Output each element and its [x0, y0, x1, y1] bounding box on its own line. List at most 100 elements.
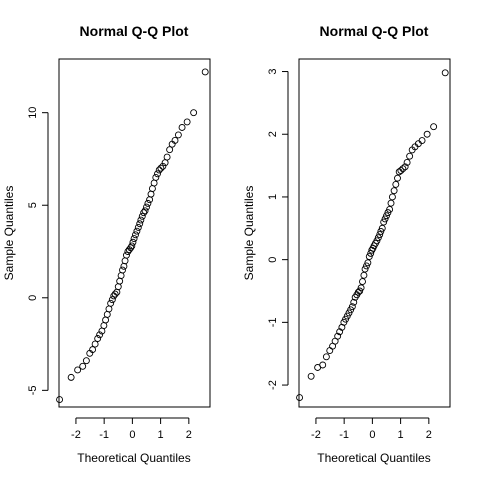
y-axis: -2 -1 0 1 2 3 [267, 68, 289, 390]
data-point [401, 163, 409, 171]
data-point [378, 224, 386, 232]
data-point [123, 251, 130, 259]
data-point [334, 332, 342, 340]
data-point [102, 316, 110, 324]
data-point [383, 212, 390, 220]
data-point [201, 68, 209, 76]
data-point [376, 231, 384, 239]
data-point [430, 123, 438, 131]
data-point [399, 165, 407, 173]
data-point [386, 206, 394, 213]
qq-plot-panel-left: Normal Q-Q Plot -2 -1 0 1 2 -5 0 5 10 Theoretic… [2, 23, 211, 465]
data-point [100, 322, 108, 330]
plot-frame [298, 58, 451, 408]
data-point [119, 266, 126, 274]
data-point [108, 296, 116, 304]
chart-title: Normal Q-Q Plot [80, 23, 189, 39]
y-tick-label: 0 [27, 295, 39, 301]
data-point [113, 288, 121, 296]
data-point [178, 124, 186, 131]
data-point [107, 299, 115, 307]
x-tick-label: 0 [129, 429, 135, 441]
data-point [336, 328, 344, 336]
data-point [159, 162, 167, 170]
y-tick-label: -1 [267, 317, 279, 327]
data-point [319, 361, 327, 369]
x-tick-label: 1 [158, 429, 164, 441]
data-point [148, 185, 156, 193]
data-point [157, 164, 165, 172]
data-point [136, 220, 144, 228]
data-point [82, 357, 90, 365]
data-point [360, 271, 368, 279]
data-point [171, 136, 179, 144]
data-point [140, 209, 148, 217]
data-point [120, 262, 128, 270]
data-point [394, 174, 401, 182]
data-point [307, 372, 315, 380]
data-point [296, 394, 304, 402]
data-point [130, 235, 138, 243]
y-tick-label: 5 [27, 202, 39, 208]
x-tick-label: -2 [311, 429, 321, 441]
data-point [155, 166, 163, 174]
data-point [152, 174, 160, 181]
x-axis: -2 -1 0 1 2 [311, 417, 432, 441]
data-point [373, 237, 381, 245]
data-point [183, 118, 191, 126]
data-point [147, 190, 155, 198]
y-tick-label: 0 [267, 257, 279, 263]
y-tick-label: 1 [267, 194, 279, 200]
data-point [143, 203, 150, 211]
x-tick-label: 0 [369, 429, 375, 441]
x-tick-label: -1 [339, 429, 349, 441]
data-point [134, 223, 142, 231]
data-point [96, 331, 104, 339]
data-point [121, 257, 129, 265]
plot-frame [58, 58, 211, 408]
data-point [348, 303, 356, 311]
data-point [74, 366, 82, 374]
qq-plot-panel-right: Normal Q-Q Plot -2 -1 0 1 2 -2 -1 0 1 2 3 Theoret… [242, 23, 451, 465]
data-point [111, 290, 119, 298]
data-point [150, 179, 158, 187]
x-tick-label: 2 [426, 429, 432, 441]
data-point [128, 242, 136, 250]
y-axis: -5 0 5 10 [27, 107, 49, 395]
data-point [380, 218, 388, 226]
data-point [56, 396, 64, 404]
data-point [364, 259, 372, 267]
data-point [359, 278, 366, 286]
x-tick-label: 1 [398, 429, 404, 441]
x-tick-label: -2 [71, 429, 81, 441]
data-point [141, 207, 149, 215]
data-points [296, 69, 449, 402]
y-tick-label: -5 [27, 385, 39, 395]
data-point [129, 238, 137, 246]
data-point [365, 253, 373, 260]
data-point [133, 227, 141, 235]
data-point [368, 246, 376, 254]
data-point [418, 137, 426, 144]
x-tick-label: 2 [186, 429, 192, 441]
data-point [356, 287, 364, 295]
data-point [377, 227, 385, 235]
data-point [423, 130, 431, 138]
x-axis-label: Theoretical Quantiles [77, 451, 190, 465]
data-point [117, 272, 125, 280]
y-tick-label: 10 [27, 107, 39, 119]
data-point [110, 292, 118, 300]
data-point [116, 277, 124, 285]
data-point [387, 199, 395, 207]
x-tick-label: -1 [99, 429, 109, 441]
data-point [392, 180, 400, 188]
data-point [166, 146, 174, 154]
data-point [132, 231, 139, 239]
data-point [91, 340, 99, 348]
data-point [326, 347, 334, 355]
data-point [390, 187, 398, 195]
data-point [441, 69, 449, 77]
data-point [374, 234, 382, 242]
